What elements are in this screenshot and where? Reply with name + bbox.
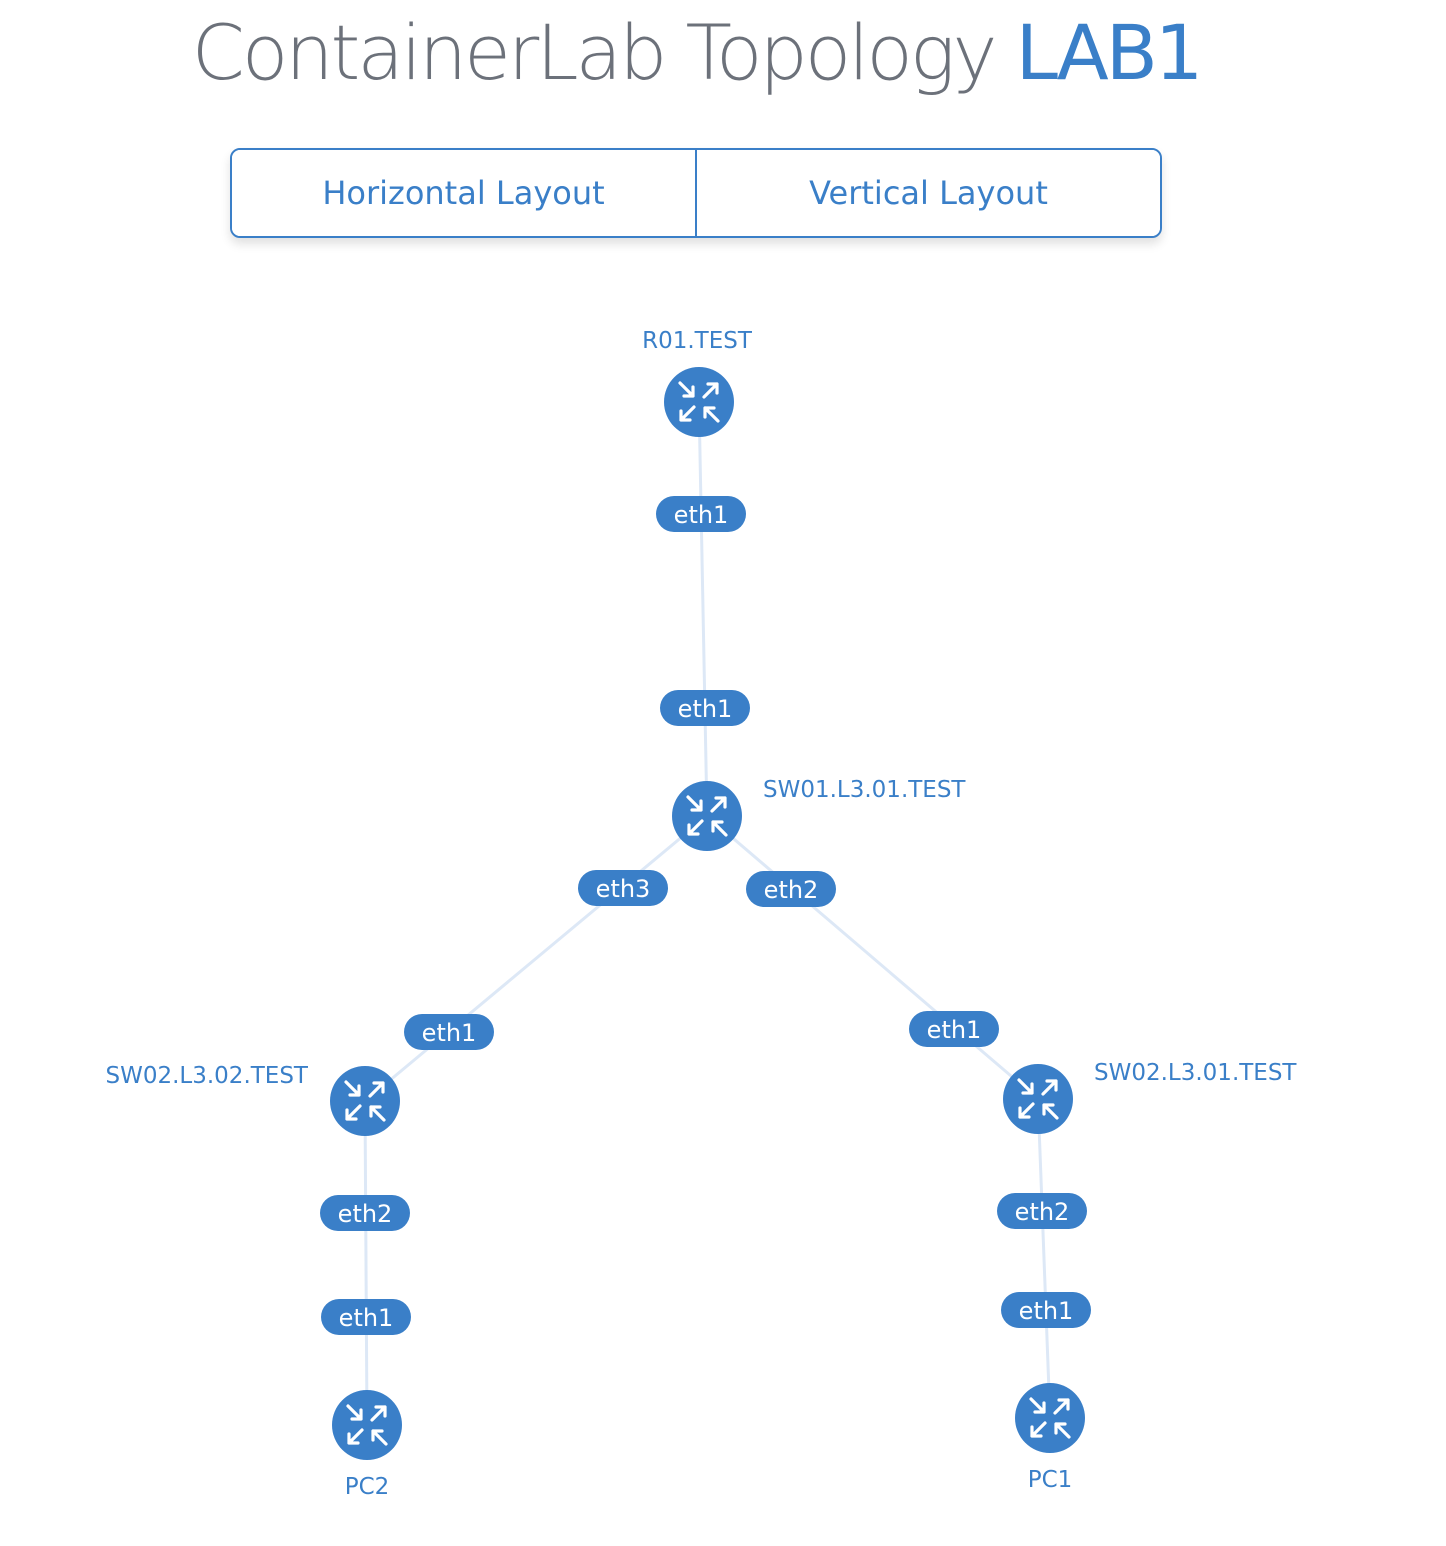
layout-button-group: Horizontal Layout Vertical Layout	[230, 148, 1162, 238]
interface-pill-bg	[1001, 1292, 1091, 1328]
interface-badge-sw02a-eth2[interactable]: eth2	[997, 1193, 1087, 1229]
node-circle	[664, 367, 734, 437]
interface-label: eth2	[338, 1200, 393, 1228]
vertical-layout-button[interactable]: Vertical Layout	[695, 150, 1160, 236]
horizontal-layout-button[interactable]: Horizontal Layout	[232, 150, 695, 236]
interface-pill-bg	[660, 690, 750, 726]
node-label-r01: R01.TEST	[642, 328, 753, 354]
interface-label: eth1	[422, 1019, 477, 1047]
router-icon	[678, 381, 720, 423]
node-label-pc2: PC2	[345, 1474, 390, 1500]
node-sw02a[interactable]: SW02.L3.01.TEST	[1003, 1060, 1297, 1134]
interface-badge-sw02b-eth2[interactable]: eth2	[320, 1195, 410, 1231]
interface-badge-pc2-eth1[interactable]: eth1	[321, 1299, 411, 1335]
interface-label: eth1	[927, 1016, 982, 1044]
interface-label: eth2	[1015, 1198, 1070, 1226]
interface-pill-bg	[404, 1014, 494, 1050]
interface-pill-bg	[321, 1299, 411, 1335]
title-lab-name: LAB1	[1015, 8, 1204, 97]
link-r01-sw01	[697, 401, 709, 817]
node-label-sw02a: SW02.L3.01.TEST	[1094, 1060, 1297, 1086]
interface-label: eth1	[678, 695, 733, 723]
node-label-sw01: SW01.L3.01.TEST	[763, 777, 966, 803]
interface-pill-bg	[578, 870, 668, 906]
interface-badge-sw01-eth2[interactable]: eth2	[746, 871, 836, 907]
node-pc1[interactable]: PC1	[1015, 1383, 1085, 1493]
nodes-layer: R01.TEST SW01.L3.01.TEST SW02.L3.02.TEST SW…	[106, 328, 1298, 1500]
links-layer	[363, 401, 1052, 1426]
node-r01[interactable]: R01.TEST	[642, 328, 753, 437]
interface-badge-r01-eth1[interactable]: eth1	[656, 496, 746, 532]
interface-label: eth1	[1019, 1297, 1074, 1325]
link-sw01-sw02b	[364, 814, 708, 1103]
interface-badge-sw02b-eth1[interactable]: eth1	[404, 1014, 494, 1050]
interface-pill-bg	[320, 1195, 410, 1231]
node-circle	[1003, 1064, 1073, 1134]
interface-label: eth1	[339, 1304, 394, 1332]
title-prefix: ContainerLab Topology	[191, 8, 998, 97]
interface-label: eth3	[596, 875, 651, 903]
node-circle	[672, 781, 742, 851]
node-circle	[332, 1390, 402, 1460]
link-sw02b-pc2	[363, 1100, 369, 1426]
link-sw01-sw02a	[706, 814, 1039, 1101]
node-label-pc1: PC1	[1028, 1467, 1073, 1493]
interface-label: eth2	[764, 876, 819, 904]
router-icon	[1017, 1078, 1059, 1120]
interface-pill-bg	[909, 1011, 999, 1047]
interface-pill-bg	[656, 496, 746, 532]
node-circle	[330, 1066, 400, 1136]
interfaces-layer: eth1 eth1 eth3 eth1 eth2 eth1 eth2 eth1 eth2 eth1	[320, 496, 1091, 1335]
node-label-sw02b: SW02.L3.02.TEST	[106, 1063, 309, 1089]
interface-badge-sw02a-eth1[interactable]: eth1	[909, 1011, 999, 1047]
interface-badge-sw01-eth3[interactable]: eth3	[578, 870, 668, 906]
interface-pill-bg	[997, 1193, 1087, 1229]
node-sw01[interactable]: SW01.L3.01.TEST	[672, 777, 966, 851]
link-sw02a-pc1	[1036, 1098, 1052, 1419]
router-icon	[686, 795, 728, 837]
router-icon	[344, 1080, 386, 1122]
node-sw02b[interactable]: SW02.L3.02.TEST	[106, 1063, 401, 1136]
interface-badge-sw01-eth1[interactable]: eth1	[660, 690, 750, 726]
interface-badge-pc1-eth1[interactable]: eth1	[1001, 1292, 1091, 1328]
node-pc2[interactable]: PC2	[332, 1390, 402, 1500]
page-title: ContainerLab Topology LAB1	[0, 8, 1392, 97]
node-circle	[1015, 1383, 1085, 1453]
interface-pill-bg	[746, 871, 836, 907]
router-icon	[1029, 1397, 1071, 1439]
interface-label: eth1	[674, 501, 729, 529]
router-icon	[346, 1404, 388, 1446]
